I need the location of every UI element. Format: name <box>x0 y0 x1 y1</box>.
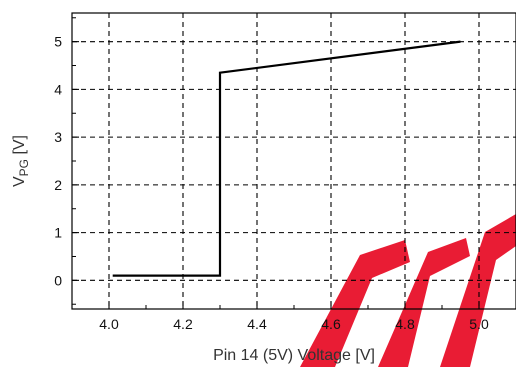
y-tick-label-2: 2 <box>54 177 62 193</box>
x-axis-title: Pin 14 (5V) Voltage [V] <box>213 347 375 364</box>
x-tick-label-4: 4.8 <box>395 316 415 332</box>
series-line-vpg <box>112 40 461 277</box>
x-tick-label-3: 4.6 <box>321 316 341 332</box>
x-tick-label-0: 4.0 <box>99 316 119 332</box>
y-tick-label-4: 4 <box>54 81 62 97</box>
x-tick-label-2: 4.4 <box>247 316 267 332</box>
x-tick-label-1: 4.2 <box>173 316 193 332</box>
y-axis-title-main: V <box>11 176 28 187</box>
y-axis-title-subscript: PG <box>17 159 31 176</box>
y-tick-label-1: 1 <box>54 225 62 241</box>
x-tick-label-5: 5.0 <box>469 316 489 332</box>
watermark-shape-1 <box>300 240 410 367</box>
x-axis-ticks <box>108 302 480 309</box>
watermark-shape-3 <box>440 214 516 367</box>
y-axis-title-unit: [V] <box>11 135 28 159</box>
x-axis-tick-labels: 4.0 4.2 4.4 4.6 4.8 5.0 <box>99 316 489 332</box>
watermark-logo <box>300 214 516 367</box>
watermark-shape-2 <box>378 238 470 367</box>
y-tick-label-0: 0 <box>54 272 62 288</box>
y-axis-ticks <box>72 17 79 305</box>
grid-horizontal <box>72 41 516 281</box>
grid-vertical <box>108 13 480 309</box>
y-tick-label-3: 3 <box>54 129 62 145</box>
y-tick-label-5: 5 <box>54 34 62 50</box>
y-axis-title: VPG [V] <box>11 135 31 187</box>
y-axis-tick-labels: 0 1 2 3 4 5 <box>54 34 62 289</box>
